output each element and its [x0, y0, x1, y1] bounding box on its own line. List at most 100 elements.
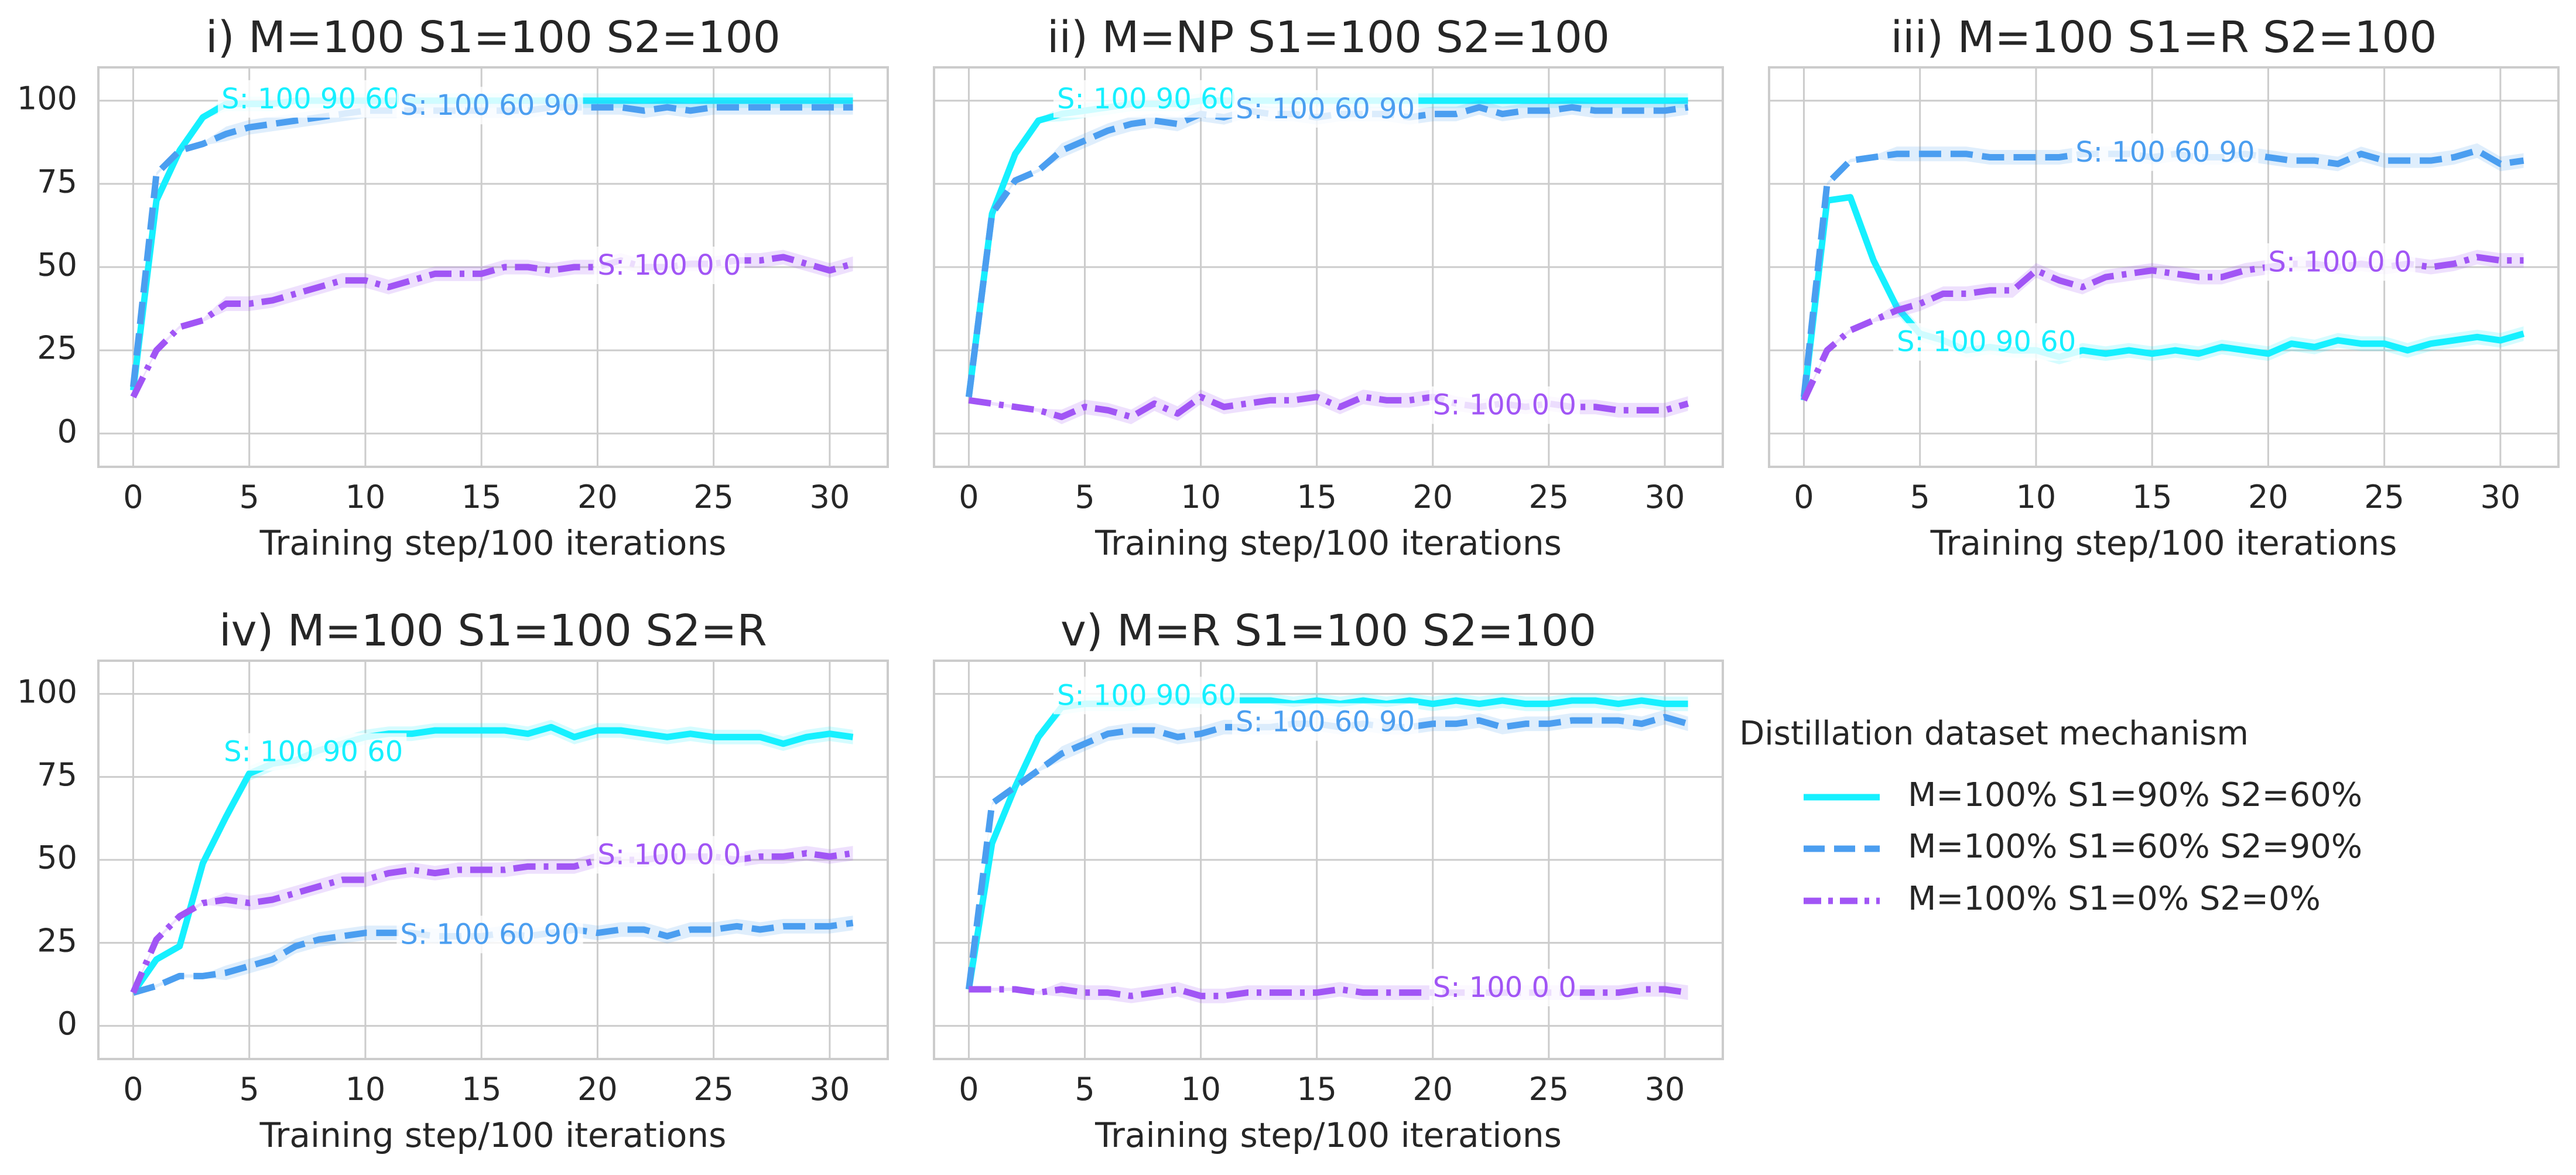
x-tick-label: 10 [1181, 479, 1221, 515]
axes-frame [933, 660, 1724, 1060]
annotation-bg [1232, 90, 1419, 128]
y-tick-label: 25 [37, 330, 77, 367]
x-tick-label: 15 [461, 479, 502, 515]
y-tick-label: 0 [57, 1005, 77, 1042]
series-annotation: S: 100 90 60 [221, 83, 401, 115]
x-tick-label: 20 [577, 479, 618, 515]
panels: S: 100 90 60 S: 100 60 90S: 100 0 0025507… [17, 12, 2560, 1155]
y-tick-label: 75 [37, 163, 77, 200]
annotation-bg [396, 916, 583, 954]
series-annotation: S: 100 90 60 [224, 736, 403, 768]
y-tick-label: 75 [37, 756, 77, 793]
series-line-3 [969, 986, 1689, 999]
series-line-2 [132, 920, 854, 996]
y-tick-label: 100 [17, 673, 77, 710]
annotation-bg [1893, 323, 2080, 361]
legend-title: Distillation dataset mechanism [1739, 715, 2249, 753]
x-tick-label: 25 [2364, 479, 2404, 515]
y-tick-label: 0 [57, 413, 77, 450]
series-annotation: S: 100 90 60 [1897, 326, 2076, 358]
series-line-2 [965, 713, 1689, 990]
panel-title: v) M=R S1=100 S2=100 [1060, 606, 1596, 656]
series-line-1 [130, 97, 853, 391]
series-annotation: S: 100 0 0 [2268, 245, 2411, 278]
x-tick-label: 0 [1794, 479, 1814, 515]
x-tick-label: 10 [1181, 1071, 1221, 1108]
legend-entry-2: M=100% S1=60% S2=90% [1908, 828, 2362, 866]
x-tick-label: 30 [2481, 479, 2521, 515]
x-tick-label: 20 [1412, 479, 1453, 515]
x-tick-label: 5 [1910, 479, 1930, 515]
x-tick-label: 25 [693, 1071, 734, 1108]
series-band [969, 709, 1688, 991]
panel-title: iii) M=100 S1=R S2=100 [1891, 12, 2437, 63]
annotation-bg [1429, 969, 1580, 1006]
series-line-1 [130, 723, 854, 995]
x-tick-label: 15 [1296, 479, 1337, 515]
annotation-bg [594, 247, 745, 284]
x-tick-label: 15 [461, 1071, 502, 1108]
annotation-bg [396, 87, 583, 125]
series-annotation: S: 100 60 90 [2075, 136, 2255, 169]
x-tick-label: 25 [1529, 1071, 1569, 1108]
x-tick-label: 30 [810, 1071, 850, 1108]
series-line-2 [130, 104, 853, 388]
axes-frame [933, 66, 1724, 468]
x-tick-label: 5 [240, 479, 259, 515]
annotation-bg [220, 733, 407, 771]
y-tick-label: 50 [37, 247, 77, 283]
series-band [133, 846, 853, 995]
panel-title: iv) M=100 S1=100 S2=R [219, 606, 767, 656]
panel-title: i) M=100 S1=100 S2=100 [206, 12, 781, 63]
x-tick-label: 5 [240, 1071, 259, 1108]
axes-frame [97, 660, 889, 1060]
x-axis-label: Training step/100 iterations [259, 523, 727, 563]
x-tick-label: 30 [810, 479, 850, 515]
series-line-2 [1801, 147, 2524, 398]
annotation-bg [1053, 677, 1240, 715]
series-band [969, 390, 1688, 425]
series-annotation: S: 100 90 60 [1057, 83, 1236, 115]
x-tick-label: 10 [345, 479, 386, 515]
x-tick-label: 10 [2016, 479, 2057, 515]
series-annotation: S: 100 90 60 [1057, 679, 1236, 712]
x-tick-label: 15 [2132, 479, 2173, 515]
x-tick-label: 5 [1075, 1071, 1094, 1108]
x-tick-label: 25 [693, 479, 734, 515]
annotation-bg [1429, 386, 1580, 424]
annotation-bg [594, 836, 745, 874]
x-tick-label: 15 [1296, 1071, 1337, 1108]
series-band [133, 100, 853, 389]
series-line-3 [130, 254, 854, 399]
y-tick-label: 25 [37, 922, 77, 959]
panel-4: S: 100 90 60S: 100 60 90S: 100 0 0025507… [17, 606, 889, 1155]
x-tick-label: 5 [1075, 479, 1094, 515]
annotation-bg [2072, 133, 2259, 171]
x-tick-label: 20 [577, 1071, 618, 1108]
x-axis-label: Training step/100 iterations [259, 1115, 727, 1155]
panel-2: S: 100 90 60S: 100 60 90 S: 100 0 0 0 5 10 15… [933, 12, 1724, 563]
series-annotation: S: 100 0 0 [597, 838, 741, 871]
annotation-bg [1053, 80, 1240, 118]
legend-entry-3: M=100% S1=0% S2=0% [1908, 880, 2321, 918]
series-band [133, 719, 853, 995]
annotation-bg [1232, 703, 1419, 741]
series-annotation: S: 100 60 90 [1236, 93, 1415, 125]
x-tick-label: 10 [345, 1071, 386, 1108]
x-tick-label: 0 [123, 479, 143, 515]
axes-frame [97, 66, 889, 468]
series-annotation: S: 100 60 90 [1236, 706, 1415, 739]
series-band [133, 93, 853, 392]
series-annotation: S: 100 0 0 [597, 249, 741, 282]
annotation-bg [218, 80, 405, 118]
legend-entry-1: M=100% S1=90% S2=60% [1908, 776, 2362, 814]
annotation-bg [2264, 243, 2416, 281]
legend: Distillation dataset mechanism M=100% S1… [1739, 715, 2362, 918]
x-tick-label: 0 [959, 1071, 979, 1108]
x-tick-label: 0 [123, 1071, 143, 1108]
panel-5: S: 100 90 60S: 100 60 90 S: 100 0 0 0 5 10 15… [933, 606, 1724, 1155]
y-tick-label: 50 [37, 839, 77, 876]
series-annotation: S: 100 0 0 [1433, 389, 1576, 422]
x-tick-label: 20 [1412, 1071, 1453, 1108]
